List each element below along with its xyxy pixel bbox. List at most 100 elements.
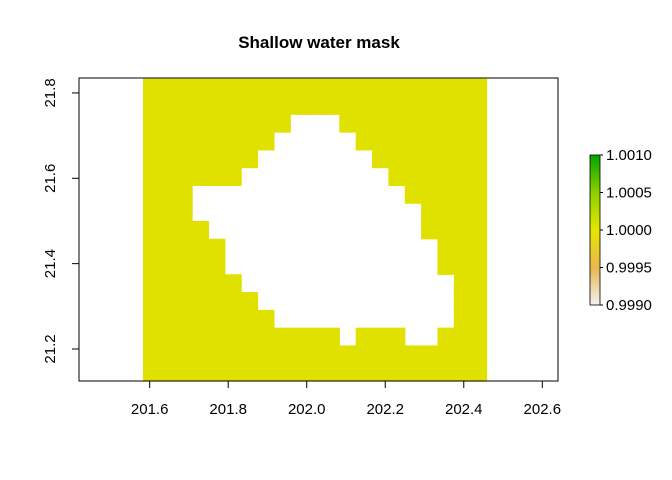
raster-cell bbox=[273, 345, 291, 364]
raster-cell bbox=[404, 114, 422, 133]
raster-cell bbox=[404, 149, 422, 169]
raster-cell bbox=[437, 114, 455, 133]
raster-cell bbox=[470, 274, 488, 293]
raster-cell bbox=[192, 114, 210, 133]
raster-cell bbox=[224, 363, 242, 382]
raster-cell bbox=[453, 114, 471, 133]
raster-cell bbox=[208, 132, 226, 151]
raster-cell bbox=[453, 309, 471, 329]
raster-cell bbox=[453, 256, 471, 275]
raster-cell bbox=[404, 78, 422, 98]
raster-cell bbox=[453, 363, 471, 382]
raster-cell bbox=[257, 114, 275, 133]
x-tick-label: 202.0 bbox=[288, 401, 326, 418]
raster-cell bbox=[355, 132, 373, 151]
y-tick-label: 21.4 bbox=[42, 249, 59, 278]
raster-cell bbox=[453, 96, 471, 115]
raster-cell bbox=[453, 345, 471, 364]
raster-cell bbox=[159, 203, 177, 222]
raster-cell bbox=[175, 256, 193, 275]
raster-cell bbox=[421, 132, 439, 151]
raster-cell bbox=[143, 292, 160, 311]
raster-cell bbox=[224, 96, 242, 115]
raster-cell bbox=[208, 114, 226, 133]
raster-cell bbox=[175, 132, 193, 151]
raster-cell bbox=[470, 78, 488, 98]
raster-cell bbox=[421, 220, 439, 240]
raster-cell bbox=[143, 114, 160, 133]
y-axis: 21.2 21.4 21.6 21.8 bbox=[42, 78, 80, 364]
raster-cell bbox=[453, 149, 471, 169]
raster-cell bbox=[208, 327, 226, 347]
raster-cell bbox=[470, 345, 488, 364]
raster-cell bbox=[339, 78, 357, 98]
y-tick-label: 21.8 bbox=[42, 78, 59, 107]
raster-cell bbox=[355, 114, 373, 133]
x-tick-label: 202.4 bbox=[445, 401, 483, 418]
raster-cell bbox=[143, 256, 160, 275]
raster-cell bbox=[143, 185, 160, 204]
raster-cell bbox=[224, 292, 242, 311]
raster-cell bbox=[437, 203, 455, 222]
raster-cell bbox=[453, 132, 471, 151]
raster-cell bbox=[175, 220, 193, 240]
raster-cell bbox=[421, 167, 439, 186]
raster-cell bbox=[224, 78, 242, 98]
raster-cell bbox=[159, 256, 177, 275]
legend-tick-label: 1.0010 bbox=[606, 147, 652, 164]
raster-cell bbox=[192, 167, 210, 186]
raster-cell bbox=[404, 167, 422, 186]
raster-cell bbox=[159, 132, 177, 151]
raster-cell bbox=[339, 96, 357, 115]
raster-cell bbox=[241, 132, 259, 151]
raster-cell bbox=[175, 167, 193, 186]
raster-cell bbox=[470, 363, 488, 382]
raster-cell bbox=[437, 363, 455, 382]
raster-cell bbox=[437, 327, 455, 347]
raster-cell bbox=[421, 203, 439, 222]
raster-cell bbox=[372, 345, 390, 364]
raster-cell bbox=[208, 96, 226, 115]
raster-cell bbox=[159, 220, 177, 240]
raster-cell bbox=[372, 327, 390, 347]
raster-cell bbox=[453, 292, 471, 311]
raster-cell bbox=[208, 363, 226, 382]
color-legend: 1.0010 1.0005 1.0000 0.9995 0.9990 bbox=[589, 147, 652, 314]
raster-cell bbox=[175, 327, 193, 347]
raster-cell bbox=[470, 238, 488, 258]
raster-cell bbox=[241, 78, 259, 98]
raster-cell bbox=[208, 167, 226, 186]
raster-cell bbox=[143, 203, 160, 222]
raster-cell bbox=[421, 185, 439, 204]
raster-cell bbox=[372, 114, 390, 133]
raster-cell bbox=[421, 78, 439, 98]
raster-cell bbox=[143, 96, 160, 115]
raster-cell bbox=[192, 327, 210, 347]
raster-cell bbox=[175, 203, 193, 222]
raster-cell bbox=[159, 327, 177, 347]
raster-cell bbox=[208, 274, 226, 293]
raster-cell bbox=[257, 78, 275, 98]
raster-cell bbox=[224, 327, 242, 347]
raster-cell bbox=[192, 78, 210, 98]
raster-cell bbox=[224, 309, 242, 329]
raster-cell bbox=[143, 78, 160, 98]
raster-cell bbox=[388, 363, 406, 382]
raster-cell bbox=[159, 274, 177, 293]
raster-cell bbox=[437, 132, 455, 151]
raster-cell bbox=[372, 96, 390, 115]
raster-cell bbox=[421, 114, 439, 133]
raster-cell bbox=[388, 96, 406, 115]
raster-cell bbox=[470, 185, 488, 204]
x-tick-label: 201.8 bbox=[209, 401, 247, 418]
raster-cell bbox=[257, 327, 275, 347]
raster-cell bbox=[437, 149, 455, 169]
raster-cell bbox=[208, 345, 226, 364]
raster-cell bbox=[355, 96, 373, 115]
y-tick-label: 21.2 bbox=[42, 334, 59, 363]
raster-cell bbox=[175, 363, 193, 382]
raster-layer bbox=[143, 78, 488, 382]
raster-cell bbox=[192, 132, 210, 151]
legend-tick-label: 0.9990 bbox=[606, 297, 652, 314]
